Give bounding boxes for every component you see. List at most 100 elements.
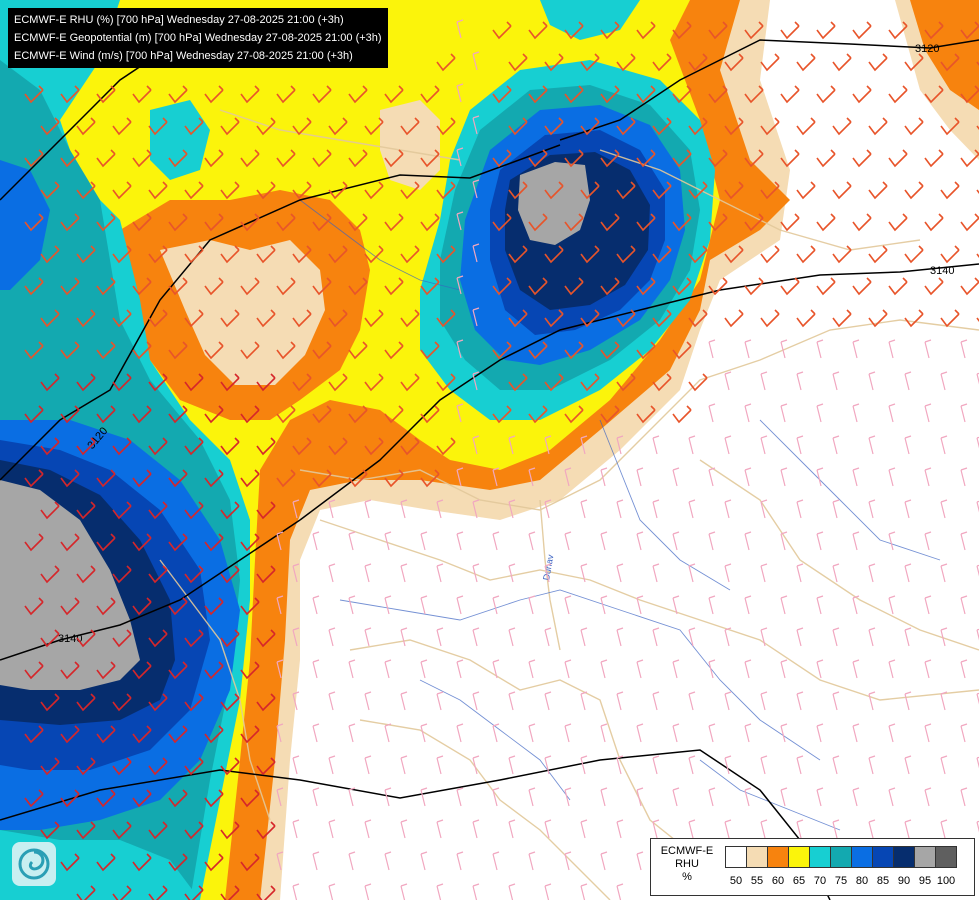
wind-barb	[132, 661, 152, 680]
wind-barb	[688, 181, 708, 200]
wind-barb	[564, 723, 572, 743]
wind-barb	[724, 627, 732, 647]
wind-barb	[76, 117, 96, 136]
wind-barb	[400, 755, 408, 775]
wind-barb	[976, 500, 979, 513]
wind-barb	[708, 21, 728, 40]
wind-barb	[456, 659, 464, 679]
wind-barb	[276, 213, 296, 232]
wind-barb	[832, 755, 840, 775]
wind-barb	[456, 19, 464, 39]
wind-barb	[400, 883, 408, 900]
wind-barb	[616, 691, 624, 711]
wind-barb	[904, 755, 912, 775]
wind-barb	[436, 117, 456, 136]
wind-barb	[744, 85, 764, 104]
wind-barb	[436, 309, 456, 328]
legend-swatch	[809, 846, 831, 868]
wind-barb	[600, 405, 620, 424]
wind-barb	[724, 755, 732, 775]
wind-barb	[436, 245, 456, 264]
wind-barb	[364, 437, 384, 456]
wind-barb	[724, 435, 732, 455]
wind-barb	[940, 627, 948, 647]
wind-barb	[220, 629, 240, 648]
wind-barb	[868, 563, 876, 583]
wind-barb	[456, 723, 464, 743]
wind-barb	[384, 595, 392, 615]
wind-barb	[256, 565, 276, 584]
wind-barb	[796, 563, 804, 583]
wind-barb	[312, 659, 320, 679]
wind-barb	[544, 755, 552, 775]
wind-barb	[276, 723, 284, 743]
wind-barb	[960, 213, 979, 232]
wind-barb	[580, 691, 588, 711]
wind-barb	[600, 213, 620, 232]
wind-barb	[328, 563, 336, 583]
wind-barb	[580, 309, 600, 328]
wind-barb	[544, 53, 564, 72]
wind-barb	[760, 819, 768, 839]
wind-barb	[796, 309, 816, 328]
contour-3120-west	[0, 59, 151, 201]
wind-barb	[688, 435, 696, 455]
wind-barb	[816, 659, 824, 679]
wind-barb	[816, 787, 824, 807]
wind-barb	[384, 469, 404, 488]
wind-barb	[472, 115, 480, 135]
wind-barb	[240, 661, 260, 680]
wind-barb	[940, 53, 960, 72]
wind-barb	[492, 341, 512, 360]
wind-barb	[924, 85, 944, 104]
wind-barb	[112, 437, 132, 456]
wind-barb	[708, 213, 728, 232]
wind-barb	[924, 213, 944, 232]
contour-3120-north	[559, 39, 979, 141]
wind-barb	[112, 309, 132, 328]
wind-barb	[328, 245, 348, 264]
wind-barb	[384, 405, 404, 424]
wind-barb	[832, 117, 852, 136]
wind-barb	[184, 565, 204, 584]
wind-barb	[888, 467, 896, 487]
wind-barb	[24, 213, 44, 232]
wind-barb	[384, 149, 404, 168]
wind-barb	[652, 181, 672, 200]
wind-barb	[724, 53, 744, 72]
wind-barb	[168, 469, 188, 488]
wind-barb	[492, 405, 512, 424]
wind-barb	[724, 117, 744, 136]
wind-barb	[780, 277, 800, 296]
wind-barb	[852, 21, 872, 40]
wind-barb	[384, 723, 392, 743]
wind-barb	[184, 885, 204, 900]
wind-barb	[40, 501, 60, 520]
map-title-box: ECMWF-E RHU (%) [700 hPa] Wednesday 27-0…	[8, 8, 388, 68]
wind-barb	[616, 309, 636, 328]
wind-barb	[60, 469, 80, 488]
wind-barb	[240, 277, 260, 296]
wind-barb	[708, 149, 728, 168]
wind-barb	[276, 787, 284, 807]
wind-barb	[760, 435, 768, 455]
wind-barb	[420, 149, 440, 168]
wind-barb	[544, 245, 564, 264]
wind-barb	[600, 723, 608, 743]
wind-barb	[672, 467, 680, 487]
wind-barb	[888, 149, 908, 168]
legend-tick-label: 55	[750, 875, 764, 887]
wind-barb	[348, 851, 356, 871]
wind-barb	[616, 245, 636, 264]
wind-barb	[420, 659, 428, 679]
wind-barb	[112, 117, 132, 136]
wind-barb	[564, 467, 572, 487]
wind-barb	[456, 403, 464, 423]
wind-barb	[60, 149, 80, 168]
wind-barb	[256, 501, 276, 520]
wind-barb	[744, 531, 752, 551]
wind-barb	[168, 341, 188, 360]
wind-barb	[616, 373, 636, 392]
wind-barb	[76, 885, 96, 900]
wind-barb	[652, 117, 672, 136]
